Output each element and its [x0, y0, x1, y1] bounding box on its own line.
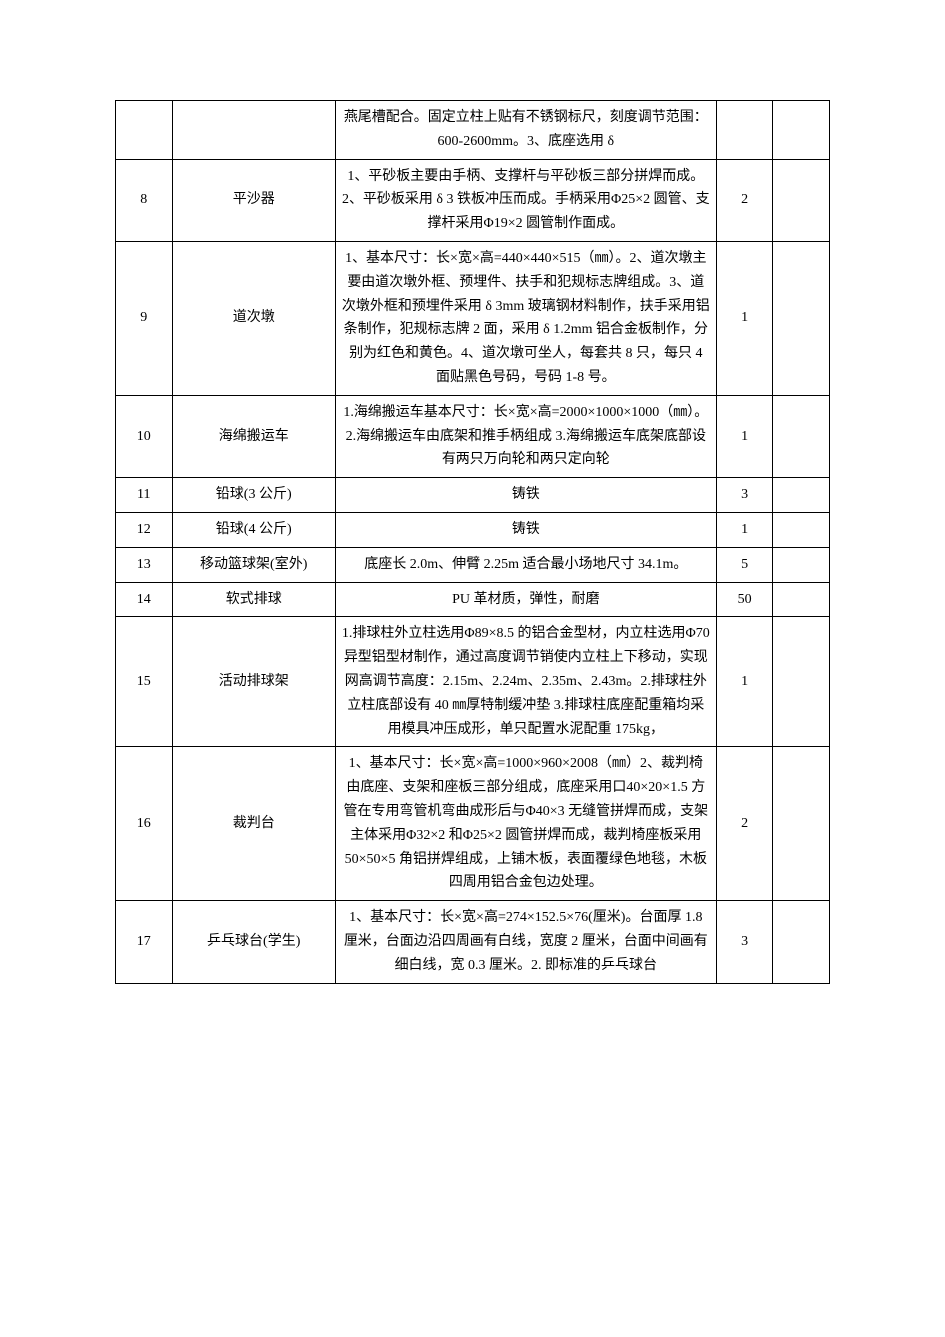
cell-idx: 8	[116, 159, 173, 241]
cell-desc: 铸铁	[335, 478, 716, 513]
cell-last	[773, 101, 830, 160]
cell-qty: 3	[716, 478, 773, 513]
cell-qty: 5	[716, 547, 773, 582]
cell-name: 铅球(3 公斤)	[172, 478, 335, 513]
cell-desc: 1、基本尺寸：长×宽×高=1000×960×2008（㎜）2、裁判椅由底座、支架…	[335, 747, 716, 901]
cell-idx: 17	[116, 901, 173, 983]
cell-last	[773, 159, 830, 241]
cell-desc: 铸铁	[335, 512, 716, 547]
cell-idx: 13	[116, 547, 173, 582]
cell-qty: 1	[716, 512, 773, 547]
table-row: 12 铅球(4 公斤) 铸铁 1	[116, 512, 830, 547]
cell-last	[773, 395, 830, 477]
cell-name: 乒乓球台(学生)	[172, 901, 335, 983]
cell-name: 平沙器	[172, 159, 335, 241]
cell-idx	[116, 101, 173, 160]
cell-qty: 2	[716, 159, 773, 241]
cell-desc: 1.海绵搬运车基本尺寸：长×宽×高=2000×1000×1000（㎜）。2.海绵…	[335, 395, 716, 477]
table-row: 10 海绵搬运车 1.海绵搬运车基本尺寸：长×宽×高=2000×1000×100…	[116, 395, 830, 477]
table-row: 13 移动篮球架(室外) 底座长 2.0m、伸臂 2.25m 适合最小场地尺寸 …	[116, 547, 830, 582]
cell-name: 软式排球	[172, 582, 335, 617]
cell-idx: 14	[116, 582, 173, 617]
cell-desc: 底座长 2.0m、伸臂 2.25m 适合最小场地尺寸 34.1m。	[335, 547, 716, 582]
cell-last	[773, 512, 830, 547]
cell-desc: 燕尾槽配合。固定立柱上贴有不锈钢标尺，刻度调节范围：600-2600mm。3、底…	[335, 101, 716, 160]
cell-idx: 9	[116, 241, 173, 395]
cell-last	[773, 747, 830, 901]
cell-name: 移动篮球架(室外)	[172, 547, 335, 582]
cell-name: 活动排球架	[172, 617, 335, 747]
cell-desc: 1.排球柱外立柱选用Φ89×8.5 的铝合金型材，内立柱选用Φ70 异型铝型材制…	[335, 617, 716, 747]
cell-qty: 1	[716, 617, 773, 747]
cell-qty	[716, 101, 773, 160]
cell-idx: 12	[116, 512, 173, 547]
table-row: 9 道次墩 1、基本尺寸：长×宽×高=440×440×515（㎜）。2、道次墩主…	[116, 241, 830, 395]
cell-qty: 3	[716, 901, 773, 983]
cell-desc: 1、平砂板主要由手柄、支撑杆与平砂板三部分拼焊而成。2、平砂板采用 δ 3 铁板…	[335, 159, 716, 241]
cell-desc: PU 革材质，弹性，耐磨	[335, 582, 716, 617]
cell-idx: 10	[116, 395, 173, 477]
cell-desc: 1、基本尺寸：长×宽×高=440×440×515（㎜）。2、道次墩主要由道次墩外…	[335, 241, 716, 395]
cell-qty: 50	[716, 582, 773, 617]
cell-name	[172, 101, 335, 160]
cell-last	[773, 547, 830, 582]
table-row: 16 裁判台 1、基本尺寸：长×宽×高=1000×960×2008（㎜）2、裁判…	[116, 747, 830, 901]
cell-name: 铅球(4 公斤)	[172, 512, 335, 547]
cell-last	[773, 582, 830, 617]
cell-idx: 16	[116, 747, 173, 901]
cell-last	[773, 617, 830, 747]
table-row: 8 平沙器 1、平砂板主要由手柄、支撑杆与平砂板三部分拼焊而成。2、平砂板采用 …	[116, 159, 830, 241]
table-row: 15 活动排球架 1.排球柱外立柱选用Φ89×8.5 的铝合金型材，内立柱选用Φ…	[116, 617, 830, 747]
spec-table: 燕尾槽配合。固定立柱上贴有不锈钢标尺，刻度调节范围：600-2600mm。3、底…	[115, 100, 830, 984]
cell-idx: 11	[116, 478, 173, 513]
table-row: 14 软式排球 PU 革材质，弹性，耐磨 50	[116, 582, 830, 617]
cell-idx: 15	[116, 617, 173, 747]
cell-last	[773, 478, 830, 513]
cell-last	[773, 241, 830, 395]
cell-last	[773, 901, 830, 983]
cell-name: 裁判台	[172, 747, 335, 901]
cell-name: 道次墩	[172, 241, 335, 395]
table-row: 燕尾槽配合。固定立柱上贴有不锈钢标尺，刻度调节范围：600-2600mm。3、底…	[116, 101, 830, 160]
cell-qty: 2	[716, 747, 773, 901]
cell-desc: 1、基本尺寸：长×宽×高=274×152.5×76(厘米)。台面厚 1.8 厘米…	[335, 901, 716, 983]
cell-name: 海绵搬运车	[172, 395, 335, 477]
table-row: 11 铅球(3 公斤) 铸铁 3	[116, 478, 830, 513]
table-row: 17 乒乓球台(学生) 1、基本尺寸：长×宽×高=274×152.5×76(厘米…	[116, 901, 830, 983]
cell-qty: 1	[716, 241, 773, 395]
cell-qty: 1	[716, 395, 773, 477]
table-body: 燕尾槽配合。固定立柱上贴有不锈钢标尺，刻度调节范围：600-2600mm。3、底…	[116, 101, 830, 984]
